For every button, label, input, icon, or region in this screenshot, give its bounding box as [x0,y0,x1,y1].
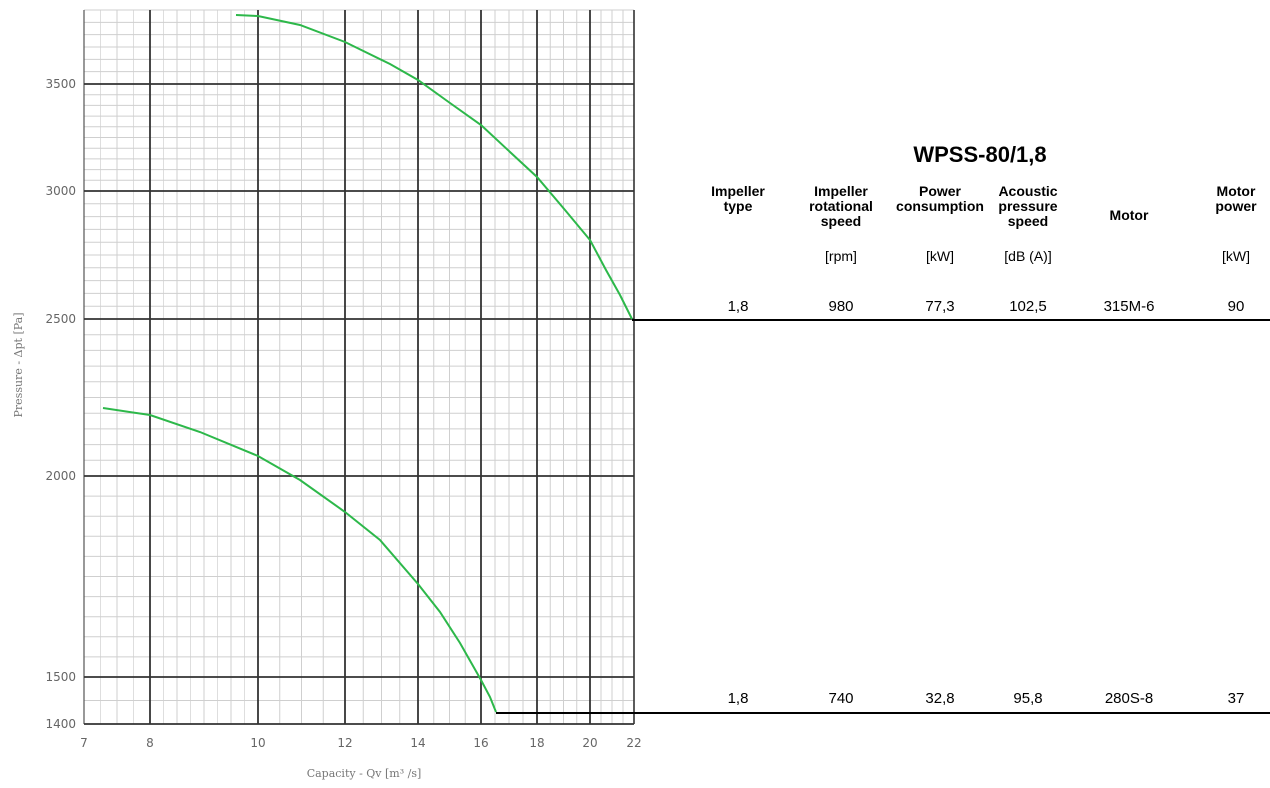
row1-acoustic-pressure: 102,5 [1009,298,1047,315]
y-tick-label: 1400 [45,717,76,731]
row2-motor: 280S-8 [1104,690,1154,707]
row1-impeller-type: 1,8 [727,298,749,315]
header-motor: Motor [1109,207,1149,223]
x-tick-label: 22 [626,736,641,750]
header-power-consumption: Power consumption [896,183,984,214]
unit-kw: [kW] [926,248,954,264]
x-tick-label: 14 [410,736,425,750]
header-motor-power: Motor power [1215,183,1257,214]
chart-curves [102,14,633,713]
row2-acoustic-pressure: 95,8 [1013,690,1043,707]
y-tick-label: 2500 [45,312,76,326]
y-tick-label: 3000 [45,184,76,198]
x-tick-label: 7 [80,736,88,750]
row2-divider-line [496,712,1270,714]
row1-motor: 315M-6 [1103,298,1155,315]
header-rotational-speed: Impeller rotational speed [809,183,873,229]
row2-impeller-type: 1,8 [727,690,749,707]
chart-grid [83,9,635,725]
unit-dba: [dB (A)] [1004,248,1052,264]
row1-power-consumption: 77,3 [925,298,955,315]
y-tick-label: 2000 [45,469,76,483]
curve-740rpm [102,407,497,713]
unit-rpm: [rpm] [825,248,857,264]
x-tick-label: 20 [582,736,597,750]
row2-rotational-speed: 740 [828,690,854,707]
chart-ticks: 7 8 10 12 14 16 18 20 22 1400 1500 2000 2500 3000 3500 [45,77,641,750]
x-tick-label: 18 [529,736,544,750]
row2-motor-power: 37 [1227,690,1245,707]
y-tick-label: 3500 [45,77,76,91]
row1-motor-power: 90 [1227,298,1245,315]
x-axis-label: Capacity - Qv [m³ /s] [307,767,422,780]
row1-rotational-speed: 980 [828,298,854,315]
row1-divider-line [632,319,1270,321]
header-acoustic-pressure: Acoustic pressure speed [998,183,1058,229]
x-tick-label: 8 [146,736,154,750]
y-axis-label: Pressure - Δpt [Pa] [12,313,25,418]
x-tick-label: 12 [337,736,352,750]
unit-motor-kw: [kW] [1222,248,1250,264]
y-tick-label: 1500 [45,670,76,684]
curve-980rpm [235,14,633,320]
x-tick-label: 16 [473,736,488,750]
header-impeller-type: Impeller type [711,183,765,214]
spec-title: WPSS-80/1,8 [913,142,1047,167]
row2-power-consumption: 32,8 [925,690,955,707]
x-tick-label: 10 [250,736,265,750]
